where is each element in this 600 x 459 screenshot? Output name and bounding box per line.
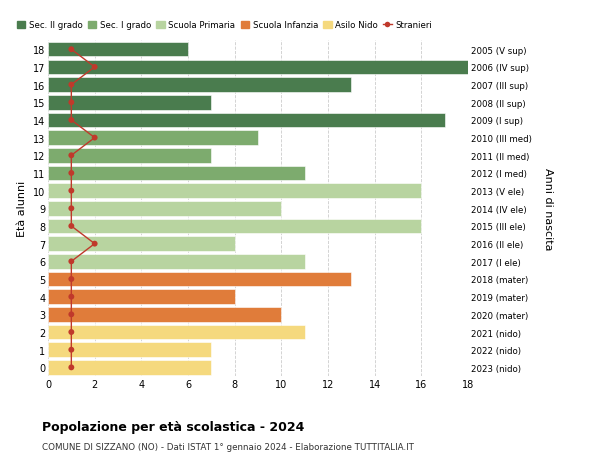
Point [67, 293, 76, 301]
Bar [48, 290, 235, 304]
Point [67, 170, 76, 177]
Bar [48, 255, 305, 269]
Text: Popolazione per età scolastica - 2024: Popolazione per età scolastica - 2024 [42, 420, 304, 433]
Bar [48, 325, 305, 340]
Bar [48, 78, 352, 93]
Bar [48, 343, 211, 357]
Bar [48, 308, 281, 322]
Point [67, 311, 76, 319]
Bar [48, 131, 258, 146]
Point [90, 64, 100, 72]
Bar [48, 43, 188, 57]
Point [67, 188, 76, 195]
Point [67, 117, 76, 124]
Bar [48, 360, 211, 375]
Bar [48, 166, 305, 181]
Point [67, 346, 76, 353]
Bar [48, 219, 421, 234]
Point [67, 223, 76, 230]
Point [67, 46, 76, 54]
Point [67, 258, 76, 265]
Point [90, 241, 100, 248]
Y-axis label: Età alunni: Età alunni [17, 181, 27, 237]
Point [90, 134, 100, 142]
Point [67, 329, 76, 336]
Point [67, 152, 76, 160]
Bar [48, 149, 211, 163]
Bar [48, 113, 445, 128]
Legend: Sec. II grado, Sec. I grado, Scuola Primaria, Scuola Infanzia, Asilo Nido, Stran: Sec. II grado, Sec. I grado, Scuola Prim… [17, 21, 432, 30]
Point [67, 82, 76, 89]
Bar [48, 96, 211, 110]
Point [67, 364, 76, 371]
Point [67, 276, 76, 283]
Point [67, 99, 76, 106]
Bar [48, 184, 421, 198]
Bar [48, 272, 352, 286]
Point [67, 205, 76, 213]
Bar [48, 237, 235, 252]
Y-axis label: Anni di nascita: Anni di nascita [543, 168, 553, 250]
Text: COMUNE DI SIZZANO (NO) - Dati ISTAT 1° gennaio 2024 - Elaborazione TUTTITALIA.IT: COMUNE DI SIZZANO (NO) - Dati ISTAT 1° g… [42, 442, 414, 451]
Bar [48, 202, 281, 216]
Bar [48, 61, 468, 75]
